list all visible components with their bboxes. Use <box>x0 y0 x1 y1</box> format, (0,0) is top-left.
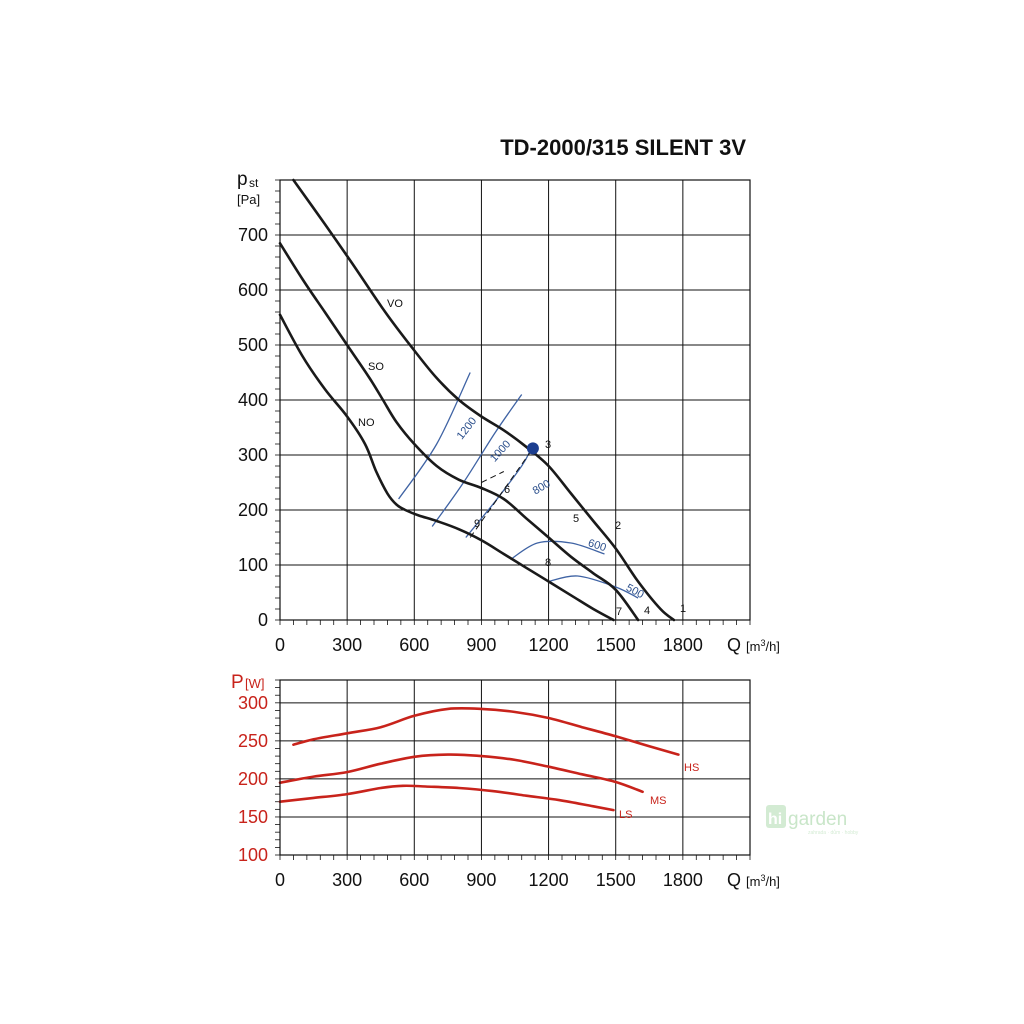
watermark-badge <box>766 805 786 828</box>
power-x-tick-label: 900 <box>466 870 496 890</box>
power-curve-hs <box>292 706 680 756</box>
pressure-x-tick-label: 900 <box>466 635 496 655</box>
power-curves <box>278 706 680 812</box>
pressure-x-tick-label: 1800 <box>663 635 703 655</box>
pressure-y-tick-label: 200 <box>238 500 268 520</box>
pressure-y-tick-label: 600 <box>238 280 268 300</box>
chart-title: TD-2000/315 SILENT 3V <box>500 135 746 160</box>
power-y-ticks: 100 150 200 250 300 <box>238 693 268 865</box>
power-plot-frame <box>279 679 751 856</box>
iso-label-500: 500 <box>624 582 646 601</box>
pressure-x-tick-label: 600 <box>399 635 429 655</box>
pressure-y-ticks: 0 100 200 300 400 500 600 700 <box>238 225 268 630</box>
pressure-y-tick-label: 500 <box>238 335 268 355</box>
power-label-ls: LS <box>619 809 632 821</box>
pressure-y-label: p <box>237 169 248 190</box>
watermark-part2: garden <box>788 809 847 830</box>
point-label-9: 9 <box>474 518 480 530</box>
iso-label-1200: 1200 <box>455 415 480 442</box>
pressure-curves <box>278 178 676 622</box>
curve-label-vo: VO <box>387 298 403 310</box>
power-y-tick-label: 100 <box>238 845 268 865</box>
pressure-x-label: Q <box>727 635 741 655</box>
efficiency-iso-line <box>398 372 471 500</box>
efficiency-iso-line <box>431 394 523 527</box>
pressure-curve-vo <box>292 178 676 622</box>
power-x-label: Q <box>727 870 741 890</box>
watermark-part1: hi <box>768 811 782 828</box>
power-label-hs: HS <box>684 762 699 774</box>
point-label-2: 2 <box>615 520 621 532</box>
pressure-plot-frame <box>279 179 751 621</box>
power-x-unit: [m3/h] <box>746 873 780 889</box>
point-label-6: 6 <box>504 484 510 496</box>
power-x-tick-label: 300 <box>332 870 362 890</box>
power-x-tick-label: 1800 <box>663 870 703 890</box>
power-y-tick-label: 300 <box>238 693 268 713</box>
power-x-tick-label: 1500 <box>596 870 636 890</box>
pressure-minor-ticks <box>275 179 751 625</box>
watermark-tagline: zahrada · dům · hobby <box>808 829 859 836</box>
pressure-y-tick-label: 0 <box>258 610 268 630</box>
curve-label-so: SO <box>368 361 384 373</box>
pressure-curve-no <box>278 313 615 622</box>
pressure-y-unit: [Pa] <box>237 192 260 207</box>
power-x-ticks: 0 300 600 900 1200 1500 1800 <box>275 870 703 890</box>
power-x-tick-label: 0 <box>275 870 285 890</box>
power-y-label: P <box>231 672 244 693</box>
pressure-x-tick-label: 300 <box>332 635 362 655</box>
curve-label-no: NO <box>358 417 375 429</box>
power-curve-ms <box>278 753 644 794</box>
operating-point-marker <box>526 442 539 455</box>
point-label-8: 8 <box>545 557 551 569</box>
power-x-tick-label: 1200 <box>529 870 569 890</box>
power-y-tick-label: 200 <box>238 769 268 789</box>
pressure-grid <box>279 179 750 620</box>
watermark-logo: hi garden zahrada · dům · hobby <box>766 805 859 836</box>
pressure-x-tick-label: 1200 <box>529 635 569 655</box>
pressure-x-ticks: 0 300 600 900 1200 1500 1800 <box>275 635 703 655</box>
point-label-3: 3 <box>545 439 551 451</box>
power-label-ms: MS <box>650 795 667 807</box>
pressure-x-unit: [m3/h] <box>746 638 780 654</box>
power-x-tick-label: 600 <box>399 870 429 890</box>
point-label-5: 5 <box>573 513 579 525</box>
iso-label-800: 800 <box>531 478 553 498</box>
power-grid <box>279 680 750 856</box>
pressure-x-tick-label: 0 <box>275 635 285 655</box>
pressure-curve-so <box>278 242 640 622</box>
iso-label-1000: 1000 <box>488 438 513 464</box>
pressure-x-tick-label: 1500 <box>596 635 636 655</box>
power-y-tick-label: 250 <box>238 731 268 751</box>
pressure-y-tick-label: 300 <box>238 445 268 465</box>
operating-guide-line <box>481 471 505 483</box>
power-chart: 100 150 200 250 300 0 300 600 900 1200 1500 1800 P… <box>231 672 780 890</box>
point-label-7: 7 <box>616 606 622 618</box>
efficiency-iso-line <box>548 575 639 599</box>
point-label-1: 1 <box>680 603 686 615</box>
power-curve-ls <box>278 784 615 812</box>
iso-label-600: 600 <box>586 537 607 554</box>
power-minor-ticks <box>275 679 751 860</box>
point-label-4: 4 <box>644 605 650 617</box>
pressure-y-tick-label: 400 <box>238 390 268 410</box>
power-y-unit: [W] <box>245 676 265 691</box>
pressure-y-tick-label: 700 <box>238 225 268 245</box>
operating-guide-line <box>469 448 534 538</box>
power-y-tick-label: 150 <box>238 807 268 827</box>
pressure-y-label-sub: st <box>249 176 259 190</box>
pressure-y-tick-label: 100 <box>238 555 268 575</box>
